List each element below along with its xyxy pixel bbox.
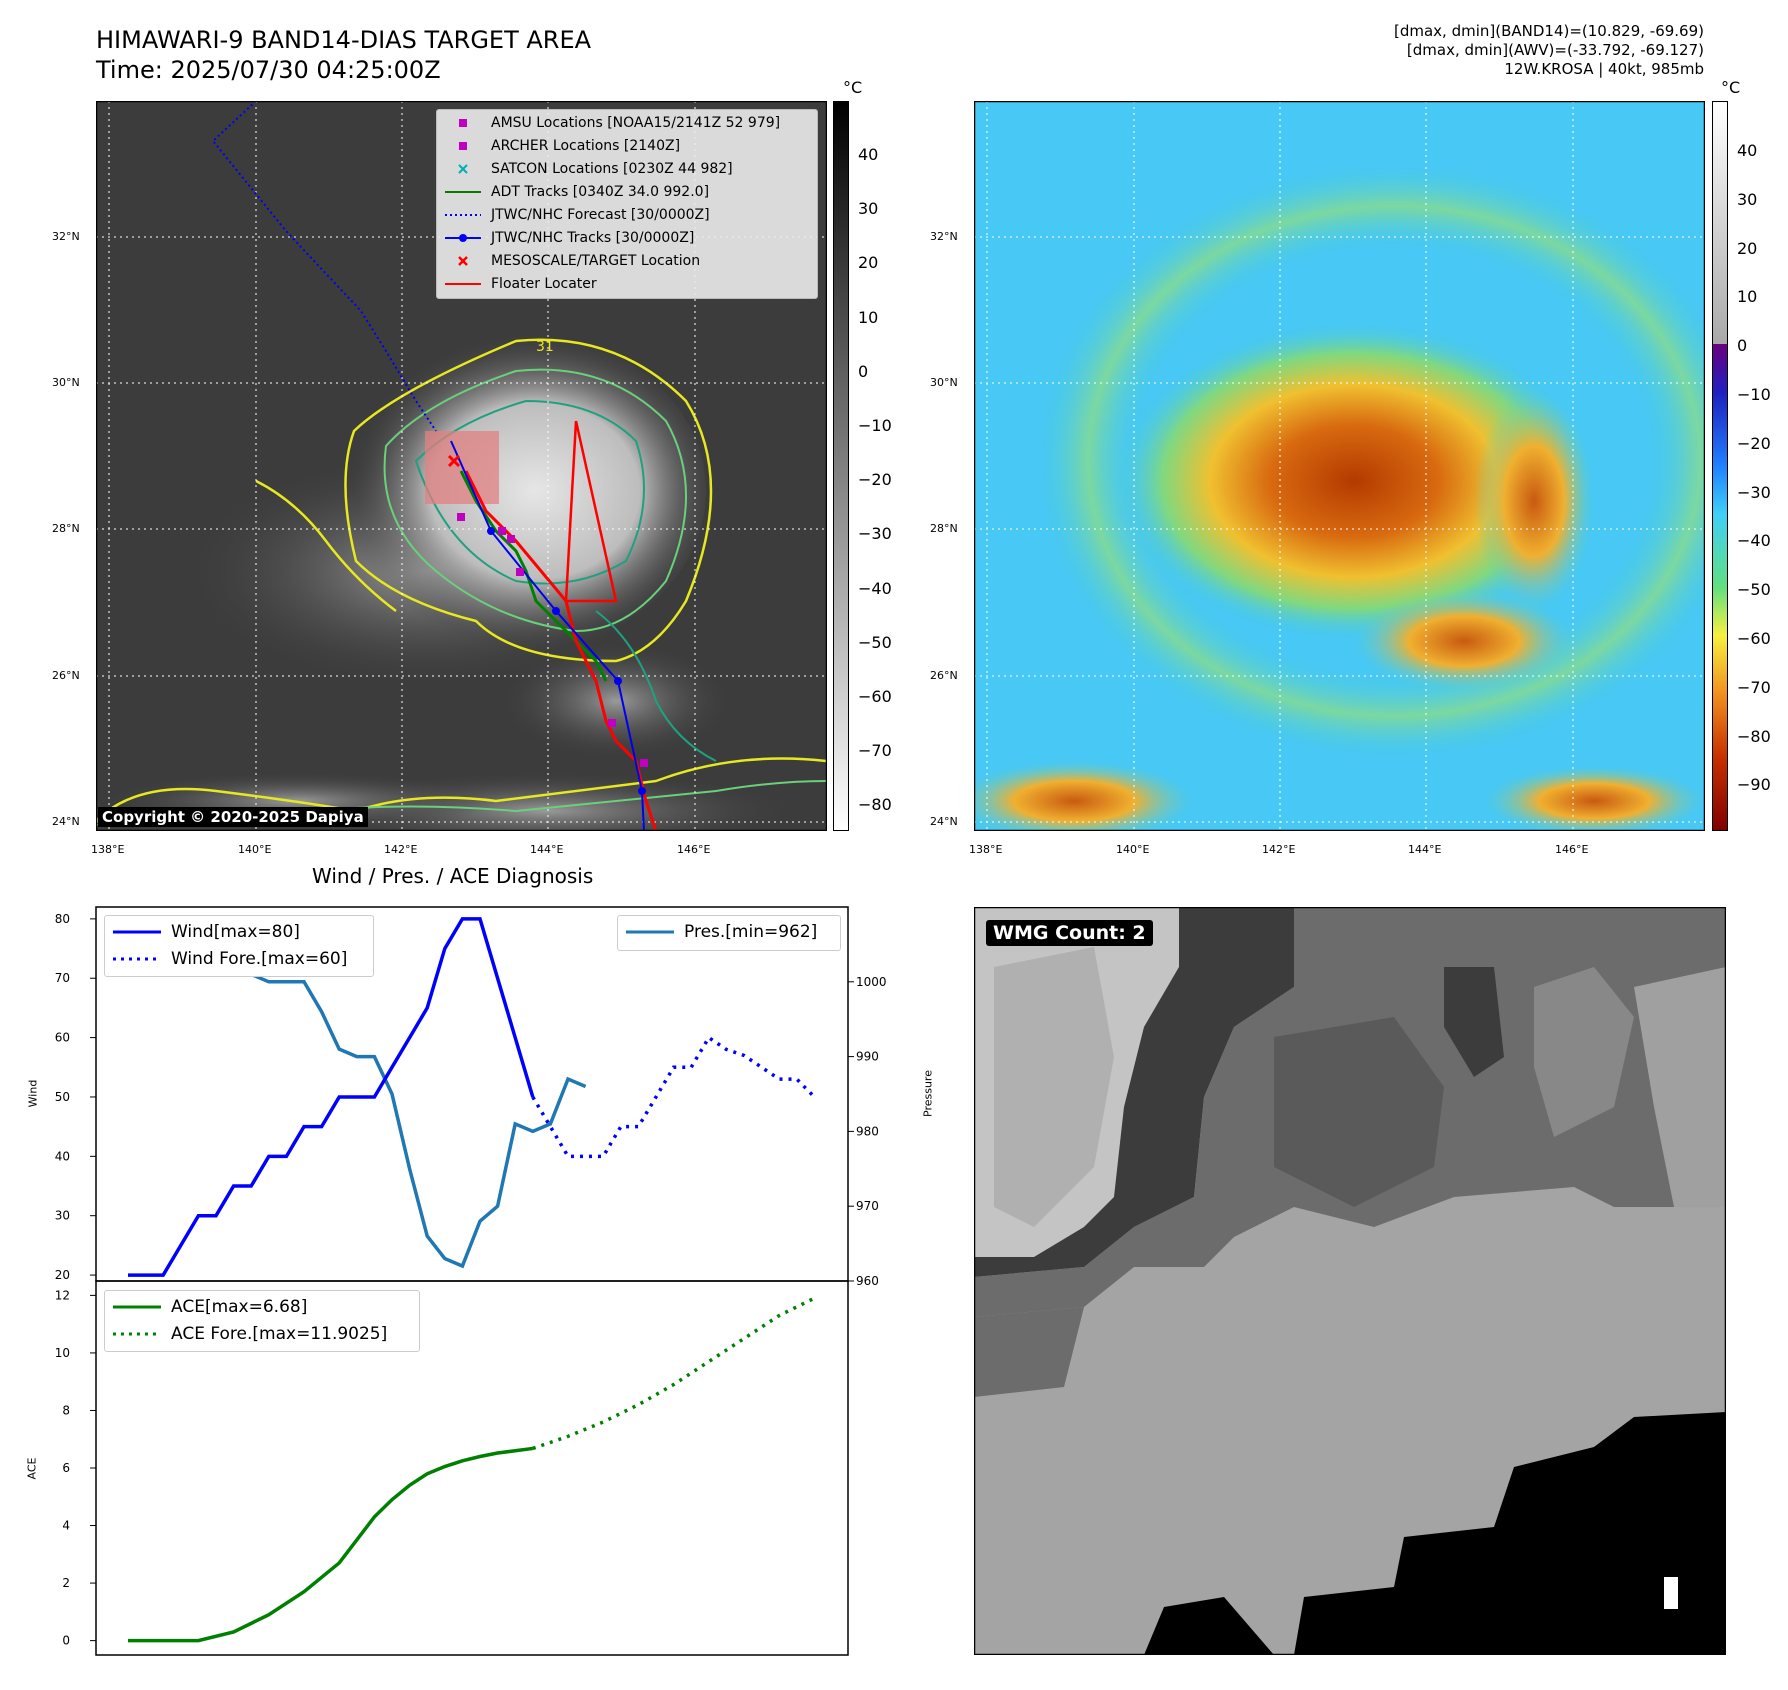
ace-forecast-line [532,1296,816,1451]
colorbar1-tick: −10 [858,416,892,435]
wind-tick: 80 [55,912,70,926]
ace-tick: 8 [62,1403,70,1417]
colorbar2-tick: 0 [1737,336,1748,356]
wind-tick: 30 [55,1209,70,1223]
ace-line [128,1446,534,1643]
colorbar2-tick: −90 [1737,775,1771,795]
lat2-tick-32: 32°N [930,230,958,243]
wmg-count-badge: WMG Count: 2 [986,920,1153,946]
lon-tick-140: 140°E [238,843,272,856]
wmg-image [974,907,1726,1655]
wind-tick: 50 [55,1090,70,1104]
colorbar1-tick: −30 [858,524,892,544]
colorbar1-tick: −60 [858,687,892,706]
awv-map-panel[interactable] [974,101,1705,831]
awv-map [974,101,1705,831]
lat-tick-32: 32°N [52,230,80,243]
wind-tick: 20 [55,1268,70,1282]
wind-ylabel: Wind [26,1079,40,1108]
colorbar2-tick: −10 [1737,385,1771,404]
colorbar1-tick: 30 [858,199,879,219]
time-title: Time: 2025/07/30 04:25:00Z [96,56,441,84]
colorbar1-tick: −40 [858,578,892,598]
pres-tick: 990 [856,1050,879,1064]
ace-tick: 4 [62,1519,70,1533]
lat2-tick-24: 24°N [930,815,958,828]
lat-tick-30: 30°N [52,376,80,389]
wmg-panel[interactable]: WMG Count: 2 [974,907,1726,1655]
wind-tick: 70 [55,971,70,985]
wind-line [128,917,535,1277]
lat2-tick-26: 26°N [930,669,958,682]
main-title: HIMAWARI-9 BAND14-DIAS TARGET AREA [96,26,592,54]
pres-tick: 980 [856,1124,879,1138]
colorbar1-tick: 0 [858,361,869,381]
colorbar2-tick: 40 [1737,141,1758,160]
colorbar2-tick: 20 [1737,238,1758,258]
pres-tick: 1000 [856,975,887,989]
colorbar2 [1712,101,1728,831]
diagnosis-title: Wind / Pres. / ACE Diagnosis [312,864,594,888]
copyright: Copyright © 2020-2025 Dapiya [98,807,368,827]
lon2-tick-146: 146°E [1555,843,1589,856]
ace-legend: ACE[max=6.68] ACE Fore.[max=11.9025] [104,1290,420,1352]
wind-forecast-line [531,1035,816,1159]
lat2-tick-28: 28°N [930,522,958,535]
colorbar1-tick: 20 [858,253,879,273]
storm-info: 12W.KROSA | 40kt, 985mb [1504,60,1704,78]
awv-range: [dmax, dmin](AWV)=(-33.792, -69.127) [1406,41,1704,59]
map-legend: AMSU Locations [NOAA15/2141Z 52 979] ARC… [436,109,818,299]
ace-tick: 10 [55,1346,70,1360]
colorbar1-tick: 10 [858,307,879,327]
colorbar2-tick: −20 [1737,433,1771,453]
ace-ylabel: ACE [25,1457,39,1480]
wind-tick: 40 [55,1149,70,1163]
ace-tick: 2 [62,1576,70,1590]
colorbar1-tick: −50 [858,632,892,652]
lon-tick-144: 144°E [530,843,564,856]
lon2-tick-138: 138°E [969,843,1003,856]
lat-tick-28: 28°N [52,522,80,535]
ace-tick: 6 [62,1461,70,1475]
colorbar2-tick: −50 [1737,580,1771,600]
band14-range: [dmax, dmin](BAND14)=(10.829, -69.69) [1393,22,1704,40]
colorbar2-tick: −30 [1737,482,1771,502]
lat-tick-24: 24°N [52,815,80,828]
ace-tick: 12 [55,1288,70,1302]
lat2-tick-30: 30°N [930,376,958,389]
pres-ylabel: Pressure [921,1070,935,1117]
colorbar1-tick: −80 [858,795,892,815]
lon2-tick-144: 144°E [1408,843,1442,856]
contour-label: 31 [536,339,554,355]
lon2-tick-140: 140°E [1116,843,1150,856]
lon-tick-138: 138°E [91,843,125,856]
colorbar2-tick: −70 [1737,677,1771,697]
colorbar2-tick: 10 [1737,287,1758,307]
colorbar1-unit: °C [843,78,863,97]
colorbar1-tick: −70 [858,741,892,761]
lat-tick-26: 26°N [52,669,80,682]
wind-tick: 60 [55,1031,70,1045]
colorbar2-tick: −40 [1737,531,1771,551]
colorbar1-tick: −20 [858,470,892,490]
wind-legend: Wind[max=80] Wind Fore.[max=60] [104,915,374,977]
colorbar2-tick: 30 [1737,189,1758,209]
ace-tick: 0 [62,1634,70,1648]
colorbar2-unit: °C [1721,78,1741,97]
colorbar1-tick: 40 [858,145,879,164]
lon-tick-142: 142°E [384,843,418,856]
pres-tick: 960 [856,1274,879,1288]
lon-tick-146: 146°E [677,843,711,856]
pres-tick: 970 [856,1199,879,1213]
header-stats: [dmax, dmin](BAND14)=(10.829, -69.69) [d… [1394,22,1704,79]
colorbar2-tick: −60 [1737,629,1771,648]
lon2-tick-142: 142°E [1262,843,1296,856]
colorbar1 [833,101,849,831]
colorbar2-tick: −80 [1737,726,1771,746]
pres-legend: Pres.[min=962] [617,915,841,951]
ir-map-panel[interactable]: 31 AMSU Locations [NOAA15/2141Z 52 979] … [96,101,827,831]
